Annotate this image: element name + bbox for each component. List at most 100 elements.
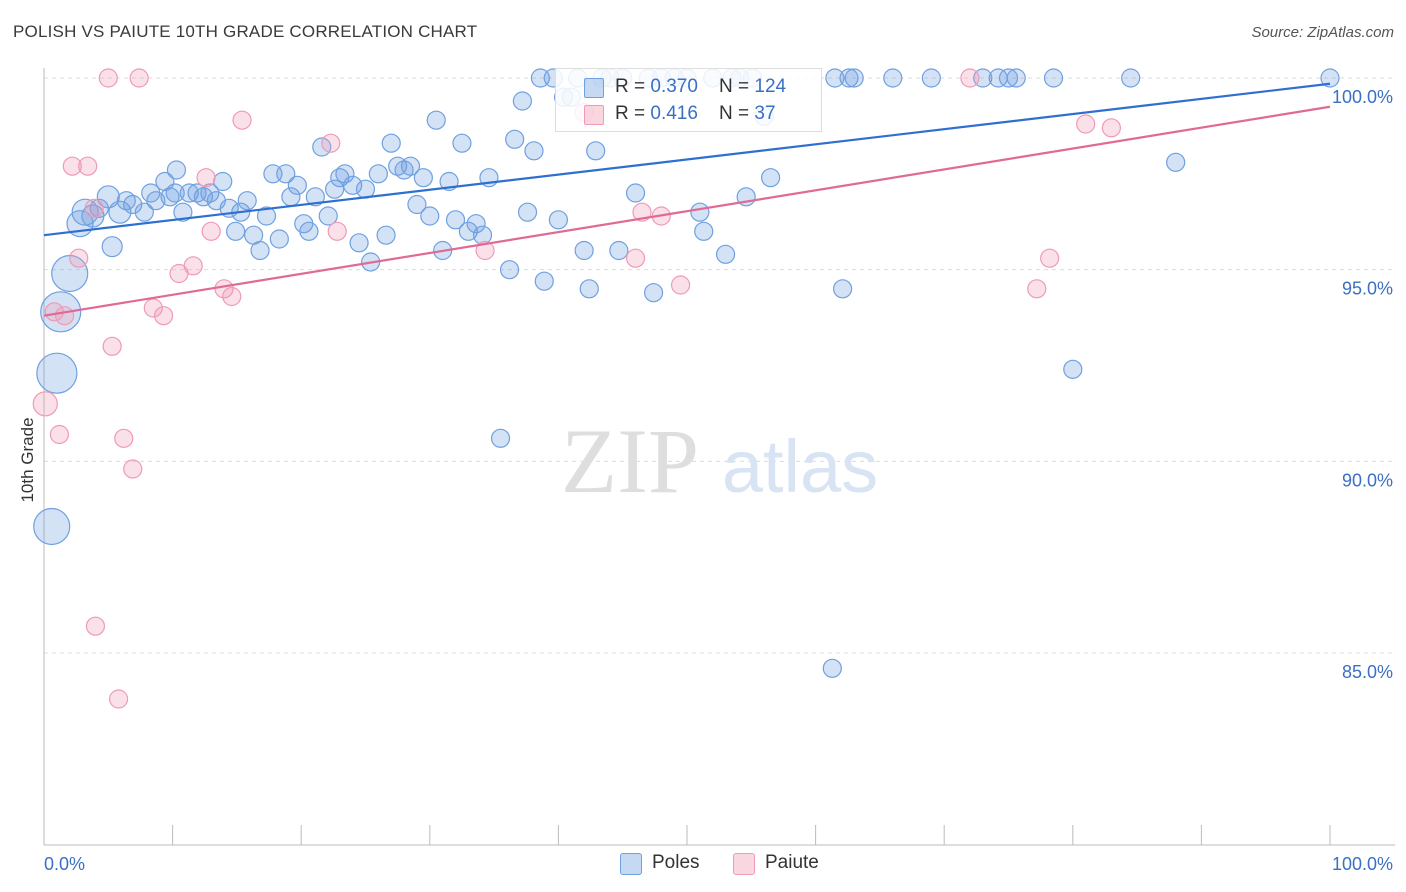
legend-row-poles: R = 0.370 N = 124 (615, 76, 786, 98)
legend-swatch-poles (584, 78, 604, 98)
correlation-legend: R = 0.370 N = 124 R = 0.416 N = 37 (555, 68, 822, 132)
point-paiute-35 (1076, 114, 1096, 134)
point-poles-59 (420, 206, 440, 226)
point-poles-111 (921, 68, 941, 88)
trend-line-paiute (43, 105, 1331, 317)
point-paiute-8 (85, 616, 106, 636)
point-poles-82 (574, 240, 594, 261)
point-poles-116 (1043, 68, 1064, 88)
grid-lines (44, 77, 1395, 654)
point-poles-91 (643, 283, 664, 303)
point-poles-83 (579, 279, 599, 299)
x-tick-label-1: 100.0% (1332, 854, 1393, 874)
point-paiute-10 (102, 336, 122, 356)
data-points (32, 68, 1340, 709)
point-poles-35 (269, 229, 289, 249)
y-axis-label: 10th Grade (18, 417, 37, 502)
point-poles-118 (1121, 68, 1141, 88)
point-paiute-5 (69, 248, 89, 268)
legend-r-label: R = (615, 76, 651, 97)
legend-n-label: N = (719, 76, 755, 97)
point-poles-36 (276, 164, 296, 184)
point-poles-40 (299, 221, 319, 241)
point-poles-89 (625, 183, 646, 203)
point-poles-78 (548, 210, 569, 230)
point-poles-104 (760, 168, 781, 188)
point-poles-105 (822, 658, 842, 678)
point-poles-19 (166, 160, 187, 180)
point-paiute-29 (632, 202, 652, 222)
point-poles-98 (715, 244, 736, 264)
point-poles-69 (490, 428, 511, 448)
y-tick-label-1: 90.0% (1342, 470, 1393, 490)
point-poles-110 (883, 68, 903, 88)
y-tick-label-3: 100.0% (1332, 87, 1393, 107)
legend-swatch-paiute (584, 105, 604, 125)
point-poles-21 (179, 183, 199, 203)
point-poles-46 (335, 164, 355, 184)
bottom-legend-label-paiute: Paiute (765, 852, 819, 873)
point-paiute-32 (960, 68, 980, 88)
point-poles-24 (200, 183, 220, 203)
legend-row-paiute: R = 0.416 N = 37 (615, 103, 776, 125)
point-paiute-0 (32, 391, 58, 417)
point-poles-0 (33, 507, 71, 546)
chart-title: POLISH VS PAIUTE 10TH GRADE CORRELATION … (13, 22, 478, 41)
legend-n-value: 124 (754, 76, 787, 97)
point-poles-66 (466, 214, 486, 234)
point-paiute-4 (62, 156, 82, 176)
point-poles-15 (146, 191, 166, 211)
point-poles-43 (318, 206, 338, 226)
point-poles-18 (165, 183, 185, 203)
point-poles-72 (512, 91, 532, 111)
point-poles-47 (343, 175, 363, 195)
legend-n-label: N = (719, 103, 755, 124)
point-poles-52 (376, 225, 396, 245)
point-poles-65 (458, 221, 478, 241)
point-poles-30 (237, 191, 257, 211)
point-paiute-34 (1040, 248, 1060, 268)
point-poles-70 (499, 260, 520, 280)
point-poles-108 (839, 68, 859, 88)
point-poles-84 (586, 141, 606, 161)
point-poles-53 (381, 133, 401, 153)
point-poles-109 (844, 68, 864, 88)
point-paiute-31 (670, 275, 691, 295)
point-paiute-33 (1027, 279, 1047, 299)
watermark: ZIP atlas (561, 410, 878, 512)
point-poles-5 (71, 198, 99, 226)
point-paiute-9 (98, 68, 118, 88)
point-poles-63 (445, 210, 466, 230)
point-paiute-36 (1101, 118, 1121, 138)
bottom-legend-poles: Poles (620, 852, 700, 875)
point-poles-41 (305, 187, 325, 207)
point-poles-117 (1063, 359, 1083, 379)
point-paiute-22 (222, 286, 242, 307)
legend-r-value: 0.416 (650, 103, 698, 124)
point-paiute-24 (321, 133, 341, 153)
tick-labels: 85.0% 90.0% 95.0% 100.0% 0.0% 100.0% (44, 87, 1393, 874)
trend-line-poles (43, 82, 1331, 237)
point-paiute-25 (327, 221, 347, 241)
point-poles-44 (325, 179, 345, 199)
watermark-zip: ZIP (561, 410, 699, 512)
point-poles-9 (101, 236, 123, 258)
legend-n-value: 37 (754, 103, 776, 124)
point-paiute-23 (232, 110, 252, 130)
point-poles-56 (400, 156, 421, 176)
chart-source: Source: ZipAtlas.com (1251, 24, 1394, 41)
bottom-legend-paiute: Paiute (733, 852, 819, 875)
point-poles-48 (349, 233, 369, 253)
point-paiute-12 (114, 428, 134, 448)
point-poles-73 (517, 202, 538, 222)
point-poles-10 (108, 200, 132, 224)
point-poles-28 (226, 221, 246, 241)
point-poles-17 (160, 187, 180, 207)
point-paiute-20 (201, 221, 221, 241)
point-poles-87 (609, 240, 629, 261)
point-poles-96 (694, 221, 714, 241)
point-poles-33 (256, 206, 277, 226)
point-paiute-6 (78, 156, 98, 176)
point-poles-106 (825, 68, 845, 88)
point-poles-12 (123, 194, 143, 215)
